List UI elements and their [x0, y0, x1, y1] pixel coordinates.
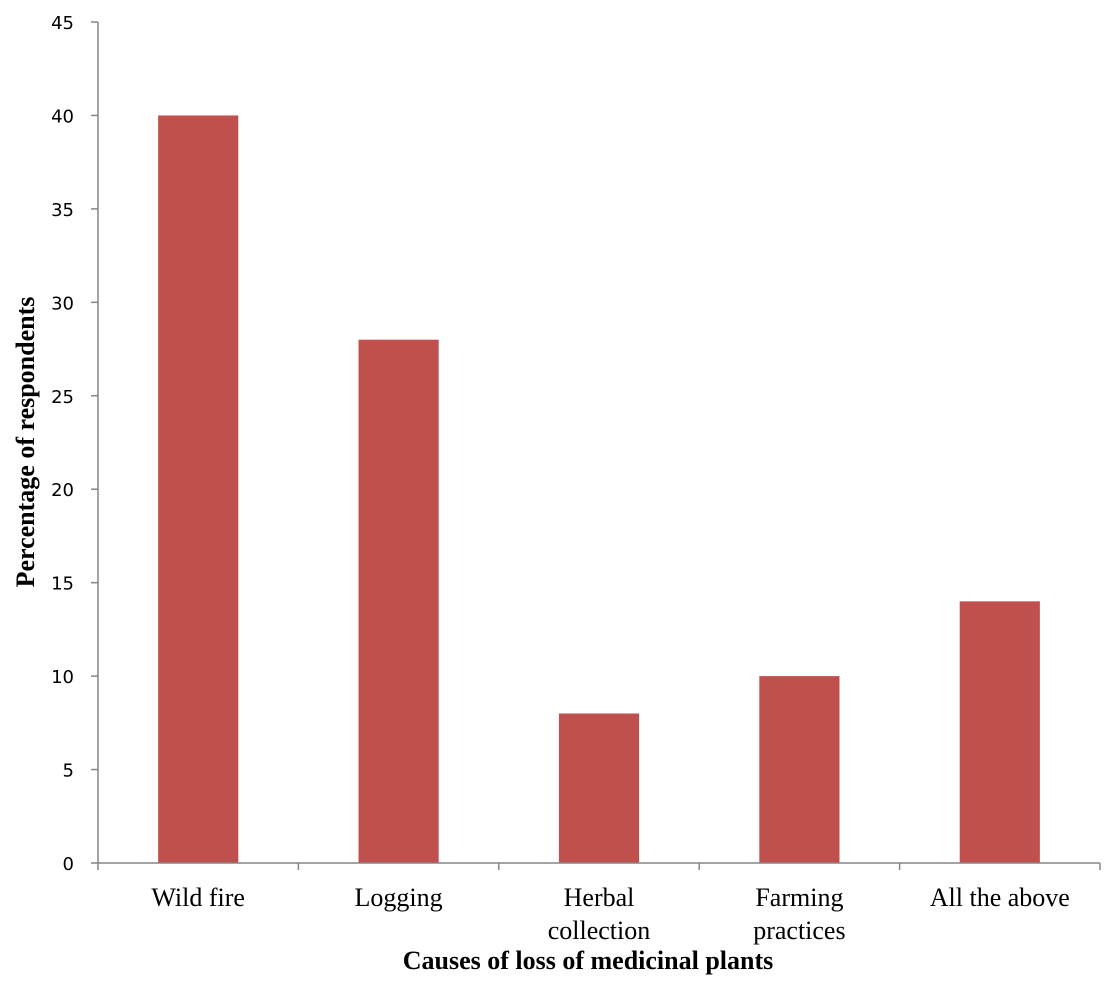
- y-tick-label: 15: [51, 574, 74, 595]
- y-tick-label: 30: [51, 293, 74, 314]
- y-axis-ticks: [91, 21, 98, 864]
- bar-2: [558, 713, 640, 863]
- x-category-label: practices: [753, 916, 845, 945]
- x-category-labels: Wild fire Logging Herbal collection Farming p…: [151, 883, 1069, 945]
- y-tick-label: 45: [51, 13, 74, 34]
- y-tick-label: 40: [51, 106, 74, 127]
- x-category-label: collection: [548, 916, 651, 945]
- x-axis-ticks: [97, 863, 1101, 870]
- x-category-label: Logging: [355, 883, 443, 912]
- x-axis-title: Causes of loss of medicinal plants: [403, 946, 774, 975]
- y-tick-label: 0: [63, 854, 74, 875]
- bar-0: [158, 115, 239, 863]
- bars-group: [158, 115, 1040, 863]
- y-tick-label: 25: [51, 387, 74, 408]
- bar-3: [759, 676, 840, 863]
- bar-4: [959, 601, 1040, 863]
- y-tick-label: 35: [51, 200, 74, 221]
- y-tick-label: 20: [51, 480, 74, 501]
- y-axis-title: Percentage of respondents: [11, 297, 40, 588]
- bar-1: [358, 339, 439, 863]
- x-category-label: Herbal: [564, 883, 635, 912]
- y-tick-label: 5: [63, 761, 74, 782]
- x-category-label: All the above: [930, 883, 1070, 912]
- x-category-label: Farming: [755, 883, 843, 912]
- x-category-label: Wild fire: [151, 883, 245, 912]
- y-tick-label: 10: [51, 667, 74, 688]
- y-tick-labels: 0 5 10 15 20 25 30 35 40 45: [51, 13, 74, 875]
